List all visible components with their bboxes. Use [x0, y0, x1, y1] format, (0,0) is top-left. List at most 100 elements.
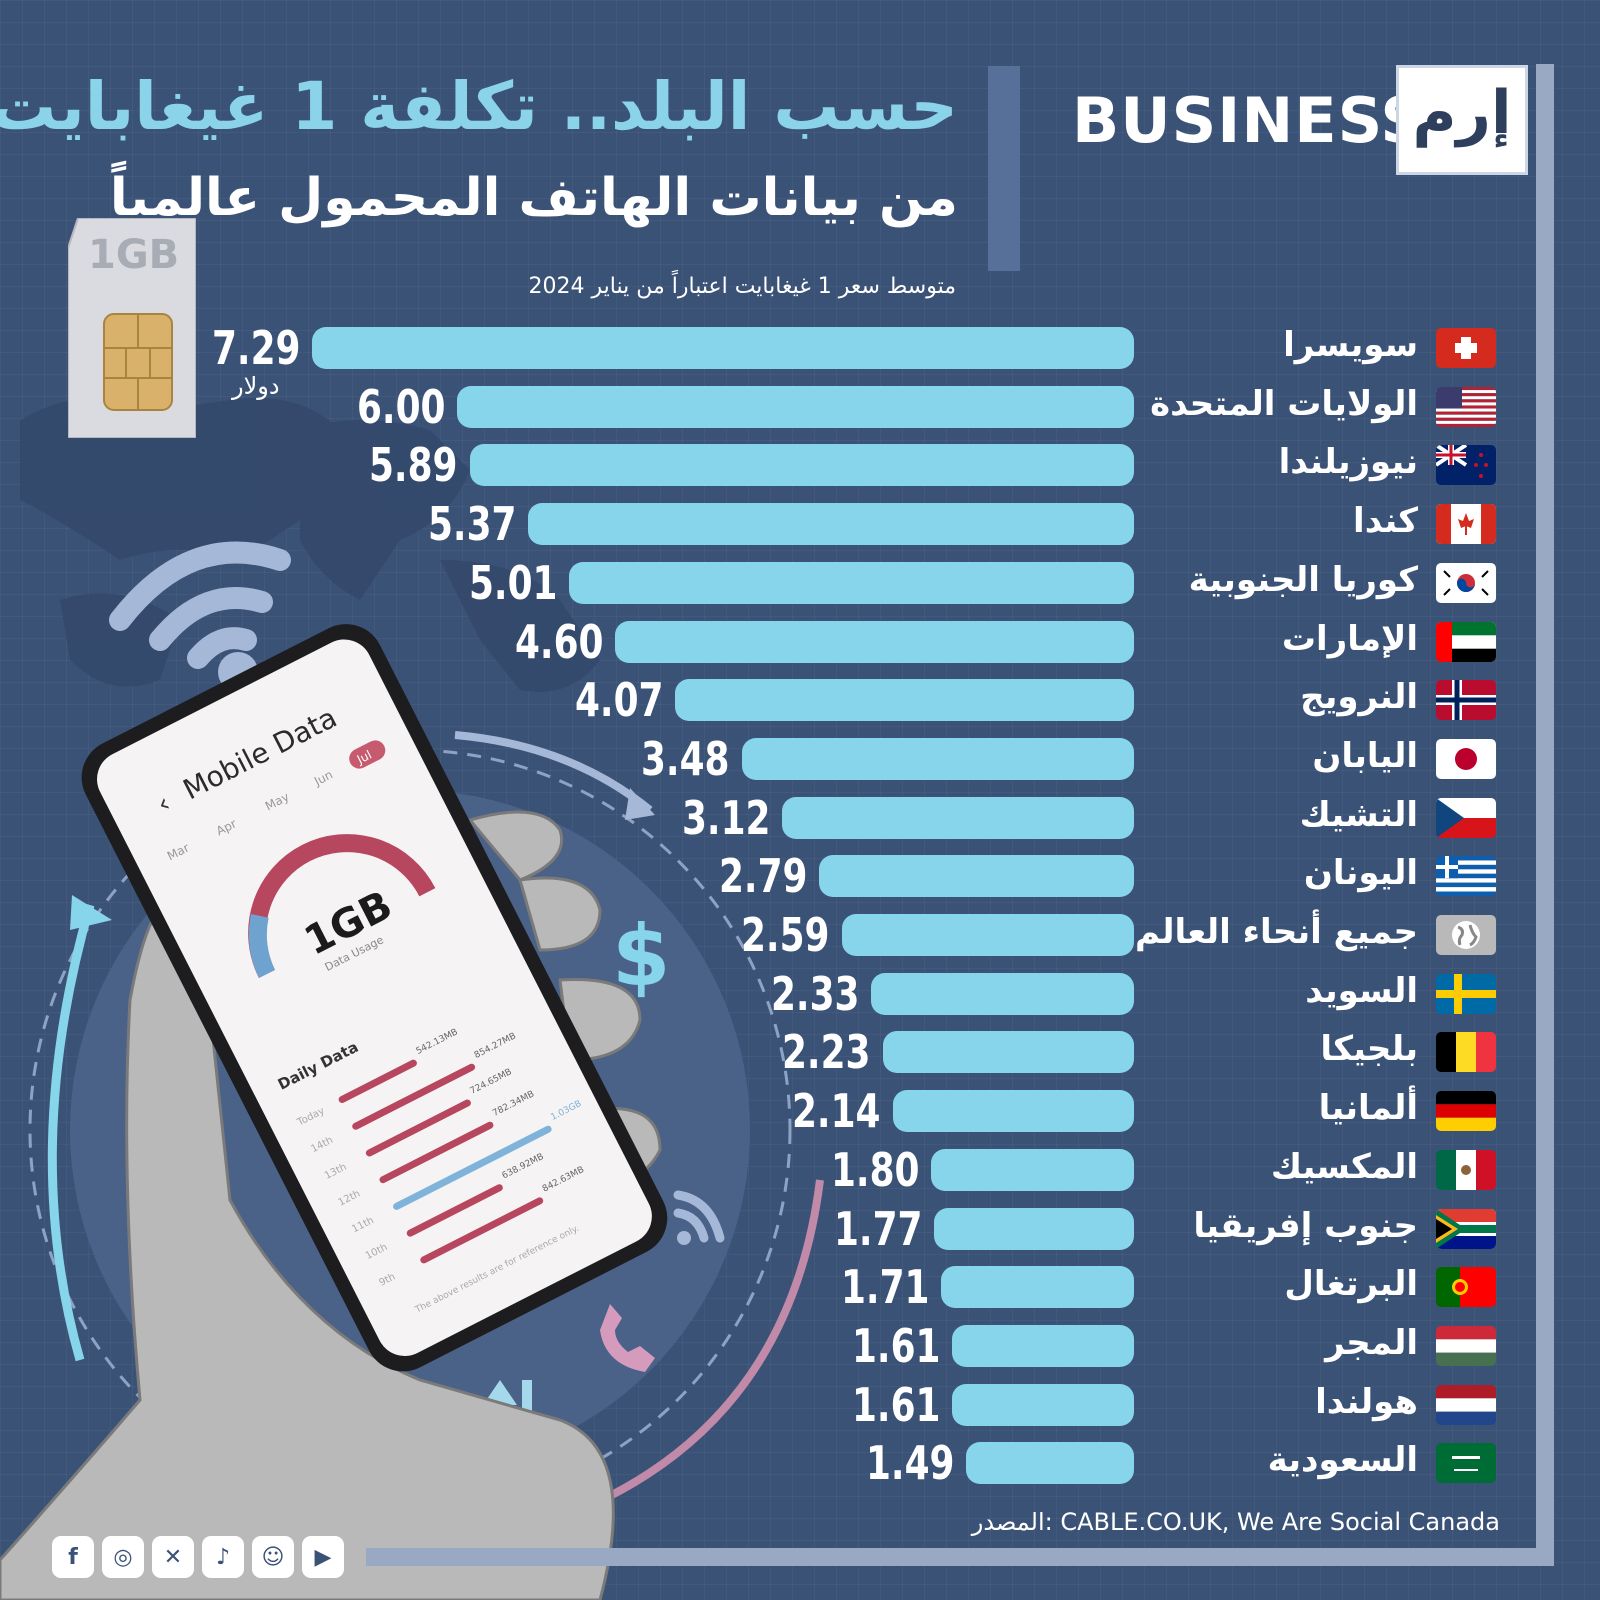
frame-bottom: [366, 1548, 1554, 1566]
value-label-3: 5.89: [369, 438, 458, 493]
flag-cz-icon: [1436, 797, 1496, 838]
flag-pt-icon: [1436, 1267, 1496, 1308]
bar-15: [931, 1148, 1134, 1191]
frame-right: [1536, 64, 1554, 1564]
value-label-15: 1.80: [830, 1142, 920, 1197]
youtube-icon[interactable]: ▶: [302, 1536, 344, 1578]
flag-jp-icon: [1436, 738, 1496, 779]
category-label-12: السويد: [1305, 970, 1418, 1011]
bar-6: [615, 620, 1134, 663]
flag-be-icon: [1436, 1032, 1496, 1073]
category-label-1: سويسرا: [1283, 325, 1418, 365]
chart-title: حسب البلد.. تكلفة 1 غيغابايت: [0, 68, 958, 145]
instagram-icon[interactable]: ◎: [102, 1536, 144, 1578]
bar-1: [312, 327, 1134, 369]
category-label-20: السعودية: [1267, 1440, 1418, 1481]
bar-20: [965, 1442, 1134, 1485]
bar-16: [934, 1207, 1134, 1250]
facebook-icon[interactable]: f: [52, 1536, 94, 1578]
value-label-12: 2.33: [770, 966, 860, 1021]
bar-19: [952, 1383, 1134, 1426]
flag-se-icon: [1436, 973, 1496, 1014]
arrow-right-head-icon: [625, 788, 655, 820]
sim-label: 1GB: [88, 232, 179, 278]
category-label-19: هولندا: [1315, 1381, 1418, 1422]
category-label-11: جميع أنحاء العالم: [1135, 912, 1418, 952]
value-label-18: 1.61: [851, 1318, 941, 1373]
flag-ch-icon: [1436, 328, 1496, 368]
tiktok-icon[interactable]: ♪: [202, 1536, 244, 1578]
arrow-up-head-icon: [70, 895, 112, 930]
x-icon[interactable]: ✕: [152, 1536, 194, 1578]
bar-8: [741, 737, 1134, 780]
bar-7: [675, 679, 1134, 722]
flag-sa-icon: [1436, 1443, 1496, 1484]
bar-5: [569, 561, 1134, 604]
bar-14: [892, 1090, 1134, 1133]
value-unit: دولار: [232, 372, 280, 400]
flag-world-icon: [1436, 915, 1496, 955]
value-label-20: 1.49: [865, 1436, 954, 1491]
category-label-8: اليابان: [1312, 735, 1418, 776]
value-label-17: 1.71: [840, 1260, 930, 1315]
chart-caption: متوسط سعر 1 غيغابايت اعتباراً من يناير 2…: [528, 274, 956, 299]
bar-4: [528, 503, 1134, 546]
category-label-15: المكسيك: [1270, 1146, 1418, 1187]
value-label-14: 2.14: [792, 1084, 881, 1139]
bar-18: [952, 1324, 1134, 1367]
flag-gr-icon: [1436, 856, 1496, 897]
value-label-16: 1.77: [833, 1201, 923, 1256]
flag-mx-icon: [1436, 1149, 1496, 1190]
bar-2: [457, 385, 1134, 428]
category-label-14: ألمانيا: [1318, 1088, 1418, 1129]
flag-de-icon: [1436, 1091, 1496, 1132]
category-label-16: جنوب إفريقيا: [1193, 1205, 1418, 1246]
flag-ae-icon: [1436, 621, 1496, 662]
flag-no-icon: [1436, 680, 1496, 721]
source-note: المصدر: CABLE.CO.UK, We Are Social Canad…: [971, 1508, 1500, 1536]
category-label-5: كوريا الجنوبية: [1188, 559, 1418, 600]
wifi-icon: [109, 541, 291, 669]
category-label-9: التشيك: [1299, 794, 1418, 835]
value-label-19: 1.61: [851, 1377, 941, 1432]
sim-card-icon: 1GB: [68, 218, 196, 438]
flag-us-icon: [1436, 386, 1496, 427]
bar-3: [469, 444, 1134, 487]
bar-12: [871, 972, 1134, 1015]
value-label-11: 2.59: [741, 908, 830, 962]
bar-17: [941, 1266, 1134, 1309]
flag-hu-icon: [1436, 1325, 1496, 1366]
svg-text:Jul: Jul: [354, 748, 374, 768]
small-wifi-icon: [673, 1190, 725, 1243]
category-label-3: نيوزيلندا: [1278, 442, 1418, 483]
social-links: f ◎ ✕ ♪ ☺ ▶: [52, 1536, 344, 1578]
flag-nl-icon: [1436, 1384, 1496, 1425]
value-label-13: 2.23: [782, 1025, 871, 1080]
value-label-2: 6.00: [356, 379, 446, 434]
category-label-10: اليونان: [1303, 853, 1418, 894]
category-label-17: البرتغال: [1284, 1264, 1418, 1305]
category-label-2: الولايات المتحدة: [1150, 383, 1418, 424]
bar-13: [882, 1031, 1134, 1074]
category-label-4: كندا: [1353, 501, 1418, 542]
bar-9: [782, 796, 1134, 839]
flag-nz-icon: [1436, 445, 1496, 486]
category-label-18: المجر: [1325, 1322, 1418, 1363]
smartphone: ‹ Mobile Data Mar Apr May Jun Jul 1GB Da…: [81, 624, 668, 1372]
snapchat-icon[interactable]: ☺: [252, 1536, 294, 1578]
arrow-down-curve: [578, 1179, 824, 1514]
category-label-13: بلجيكا: [1320, 1029, 1418, 1070]
category-label-7: النرويج: [1300, 677, 1418, 718]
flag-kr-icon: [1436, 562, 1496, 603]
phone-call-icon: [600, 1304, 655, 1372]
brand-logo: إرم: [1396, 65, 1528, 175]
value-label-8: 3.48: [641, 731, 730, 786]
chart-subtitle: من بيانات الهاتف المحمول عالمياً: [109, 168, 958, 228]
flag-za-icon: [1436, 1208, 1496, 1249]
value-label-9: 3.12: [681, 790, 771, 845]
flag-ca-icon: [1436, 504, 1496, 545]
value-label-5: 5.01: [468, 555, 558, 610]
value-label-7: 4.07: [574, 673, 664, 728]
value-label-10: 2.79: [718, 849, 808, 904]
